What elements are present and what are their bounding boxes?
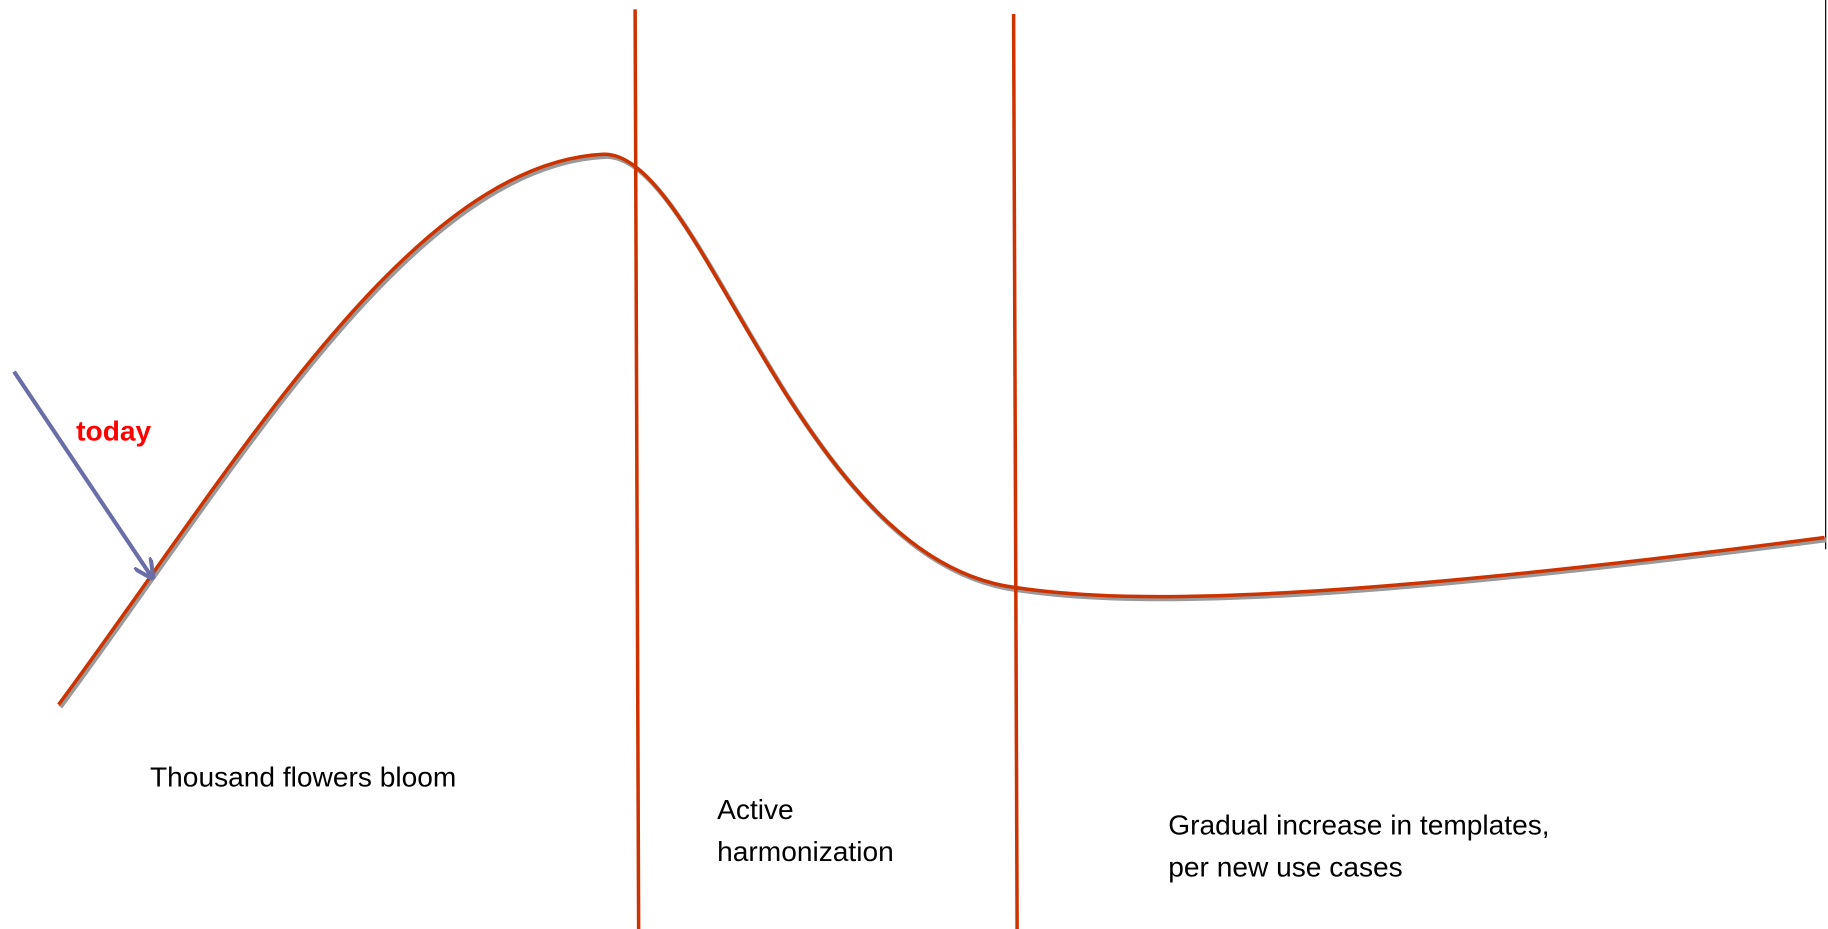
phase-label: per new use cases bbox=[1168, 851, 1402, 882]
phase-divider bbox=[1011, 14, 1019, 929]
today-label: today bbox=[76, 416, 151, 447]
phase-label: Thousand flowers bloom bbox=[150, 761, 456, 792]
phase-label: Active bbox=[717, 794, 794, 825]
adoption-curve bbox=[57, 152, 1825, 706]
phase-label: harmonization bbox=[717, 836, 894, 867]
phase-divider bbox=[633, 9, 641, 929]
curve-shadow bbox=[58, 154, 1827, 709]
today-arrow bbox=[12, 370, 151, 576]
phase-label: Gradual increase in templates, bbox=[1168, 809, 1549, 840]
